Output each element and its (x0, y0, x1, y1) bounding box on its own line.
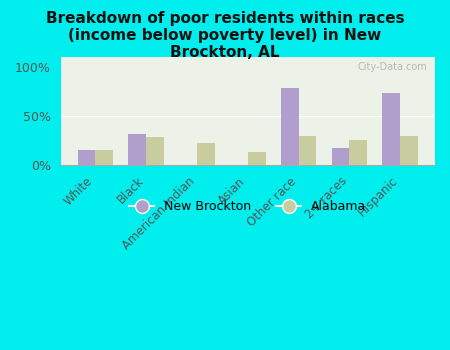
Text: Breakdown of poor residents within races
(income below poverty level) in New
Bro: Breakdown of poor residents within races… (46, 10, 404, 60)
Bar (146, 136, 164, 165)
Bar (197, 144, 215, 165)
Bar (382, 93, 400, 165)
Bar (128, 134, 146, 165)
Text: City-Data.com: City-Data.com (358, 62, 427, 72)
Bar (281, 89, 299, 165)
Bar (95, 150, 113, 165)
Bar (299, 135, 316, 165)
Bar (248, 152, 266, 165)
Bar (332, 148, 349, 165)
Bar (349, 140, 367, 165)
Legend: New Brockton, Alabama: New Brockton, Alabama (124, 195, 372, 218)
Bar (400, 135, 418, 165)
Bar (77, 150, 95, 165)
